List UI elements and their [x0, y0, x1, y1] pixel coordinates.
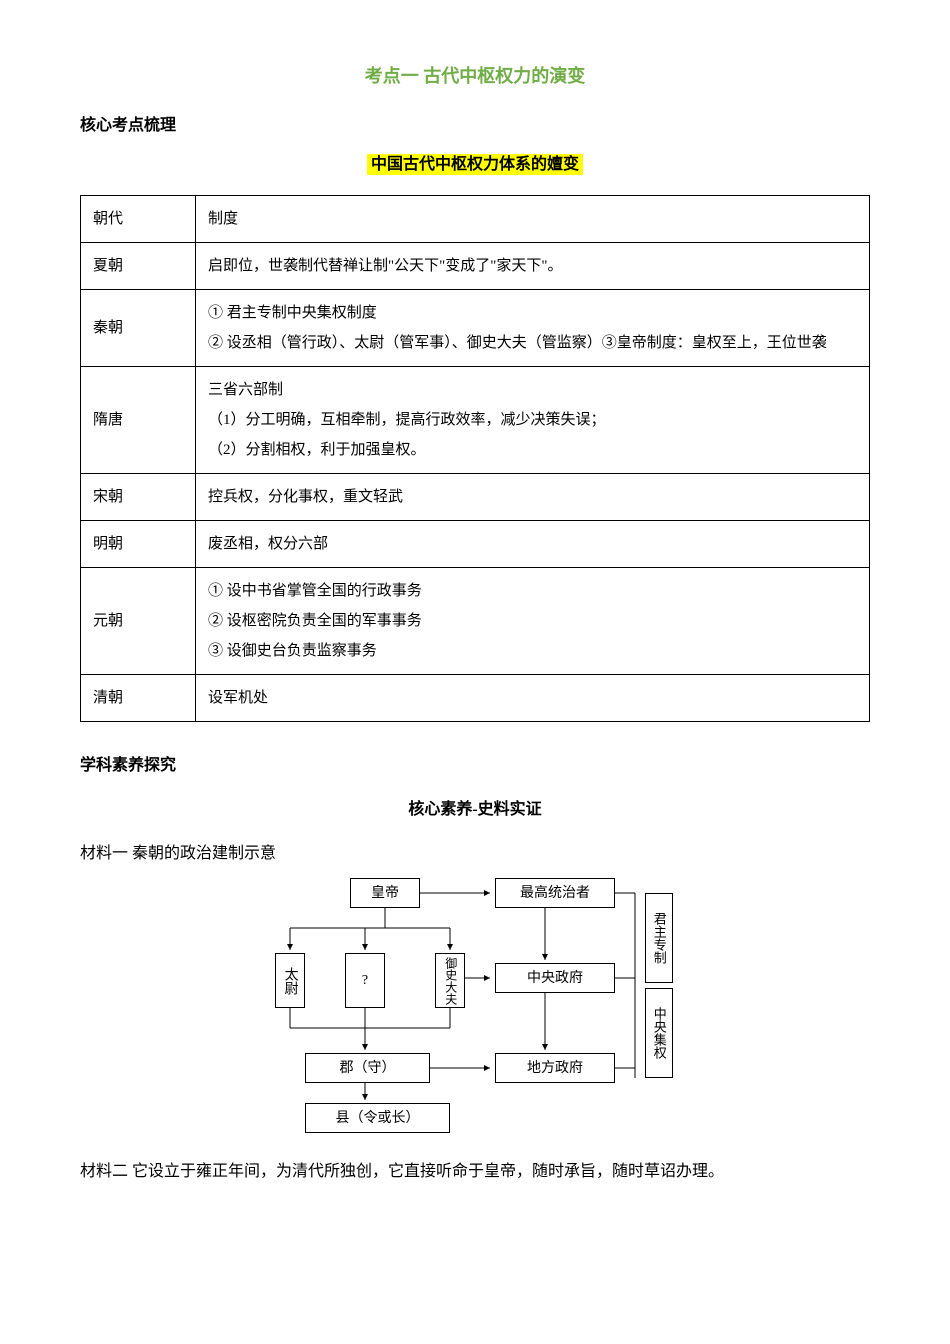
content-cell: 三省六部制 （1）分工明确，互相牵制，提高行政效率，减少决策失误； （2）分割相… [196, 366, 870, 473]
dynasty-cell: 明朝 [81, 520, 196, 567]
dynasty-cell: 宋朝 [81, 473, 196, 520]
node-supreme-ruler: 最高统治者 [495, 878, 615, 908]
subsection-title: 核心素养-史料实证 [80, 796, 870, 825]
material-1-label: 材料一 秦朝的政治建制示意 [80, 840, 870, 869]
section-heading-1: 核心考点梳理 [80, 112, 870, 141]
table-row: 宋朝 控兵权，分化事权，重文轻武 [81, 473, 870, 520]
table-row: 清朝 设军机处 [81, 674, 870, 721]
dynasty-cell: 夏朝 [81, 242, 196, 289]
node-central-gov: 中央政府 [495, 963, 615, 993]
content-cell: 设军机处 [196, 674, 870, 721]
node-emperor: 皇帝 [350, 878, 420, 908]
diagram-connectors [235, 878, 715, 1138]
dynasty-cell: 隋唐 [81, 366, 196, 473]
diagram-container: 皇帝 最高统治者 太尉 ? 御史大夫 中央政府 郡（守） 地方政府 县（令或长）… [80, 878, 870, 1138]
header-col2: 制度 [196, 195, 870, 242]
subtitle-text: 中国古代中枢权力体系的嬗变 [367, 154, 583, 175]
section-heading-2: 学科素养探究 [80, 752, 870, 781]
table-row: 夏朝 启即位，世袭制代替禅让制"公天下"变成了"家天下"。 [81, 242, 870, 289]
table-row: 隋唐 三省六部制 （1）分工明确，互相牵制，提高行政效率，减少决策失误； （2）… [81, 366, 870, 473]
dynasty-cell: 秦朝 [81, 289, 196, 366]
table-row: 元朝 ① 设中书省掌管全国的行政事务 ② 设枢密院负责全国的军事事务 ③ 设御史… [81, 567, 870, 674]
content-cell: 控兵权，分化事权，重文轻武 [196, 473, 870, 520]
node-side-label-1: 君主专制 [645, 893, 673, 983]
node-local-gov: 地方政府 [495, 1053, 615, 1083]
subtitle-highlight: 中国古代中枢权力体系的嬗变 [80, 151, 870, 180]
dynasty-cell: 元朝 [81, 567, 196, 674]
content-cell: ① 君主专制中央集权制度 ② 设丞相（管行政）、太尉（管军事）、御史大夫（管监察… [196, 289, 870, 366]
node-side-label-2: 中央集权 [645, 988, 673, 1078]
page-title: 考点一 古代中枢权力的演变 [80, 60, 870, 92]
header-col1: 朝代 [81, 195, 196, 242]
node-taiwei: 太尉 [275, 953, 305, 1008]
content-cell: 废丞相，权分六部 [196, 520, 870, 567]
material-2-text: 材料二 它设立于雍正年间，为清代所独创，它直接听命于皇帝，随时承旨，随时草诏办理… [80, 1158, 870, 1187]
node-jun: 郡（守） [305, 1053, 430, 1083]
table-row: 明朝 废丞相，权分六部 [81, 520, 870, 567]
node-yushi: 御史大夫 [435, 953, 465, 1008]
node-xian: 县（令或长） [305, 1103, 450, 1133]
table-row: 秦朝 ① 君主专制中央集权制度 ② 设丞相（管行政）、太尉（管军事）、御史大夫（… [81, 289, 870, 366]
node-question: ? [345, 953, 385, 1008]
dynasty-table: 朝代 制度 夏朝 启即位，世袭制代替禅让制"公天下"变成了"家天下"。 秦朝 ①… [80, 195, 870, 722]
dynasty-cell: 清朝 [81, 674, 196, 721]
qin-political-diagram: 皇帝 最高统治者 太尉 ? 御史大夫 中央政府 郡（守） 地方政府 县（令或长）… [235, 878, 715, 1138]
table-header-row: 朝代 制度 [81, 195, 870, 242]
content-cell: ① 设中书省掌管全国的行政事务 ② 设枢密院负责全国的军事事务 ③ 设御史台负责… [196, 567, 870, 674]
content-cell: 启即位，世袭制代替禅让制"公天下"变成了"家天下"。 [196, 242, 870, 289]
